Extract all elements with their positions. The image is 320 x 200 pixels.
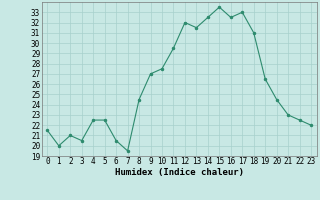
X-axis label: Humidex (Indice chaleur): Humidex (Indice chaleur): [115, 168, 244, 177]
